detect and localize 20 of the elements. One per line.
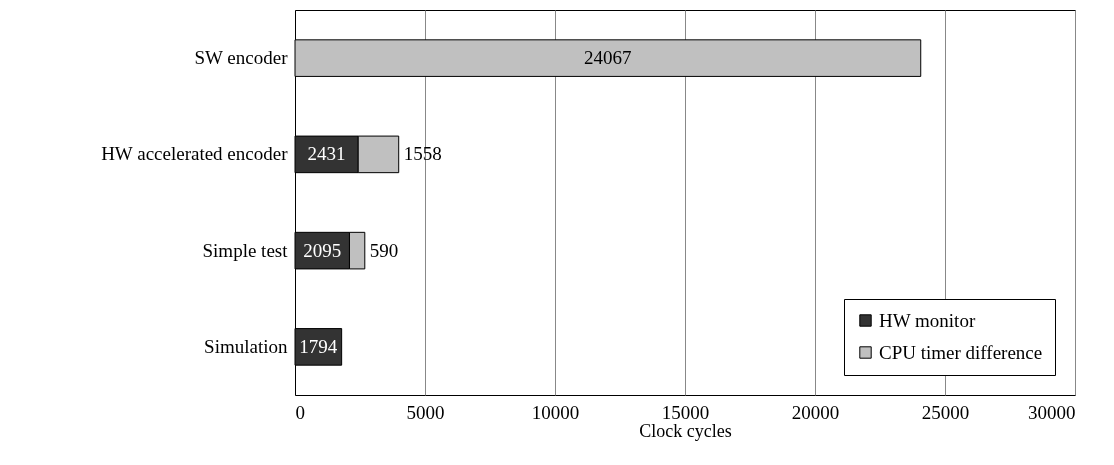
x-tick-label: 15000: [661, 401, 710, 423]
data-label: 24067: [584, 47, 632, 69]
y-tick-label: SW encoder: [194, 47, 289, 69]
y-tick-label: Simulation: [204, 335, 288, 357]
x-tick-label: 25000: [921, 401, 970, 423]
data-label: 1794: [299, 335, 338, 357]
x-tick-label: 5000: [406, 401, 445, 423]
x-tick-label: 0: [295, 401, 305, 423]
data-label: 2431: [307, 143, 346, 165]
data-label: 1558: [403, 143, 442, 165]
x-tick-label: 20000: [791, 401, 840, 423]
legend-label: HW monitor: [879, 309, 976, 331]
x-axis-title: Clock cycles: [639, 420, 732, 441]
y-tick-label: HW accelerated encoder: [101, 143, 289, 165]
y-tick-label: Simple test: [202, 239, 289, 261]
x-tick-label: 30000: [1028, 401, 1076, 423]
legend-label: CPU timer difference: [879, 341, 1043, 363]
data-label: 2095: [303, 239, 342, 261]
data-label: 590: [369, 239, 399, 261]
x-tick-label: 10000: [531, 401, 580, 423]
